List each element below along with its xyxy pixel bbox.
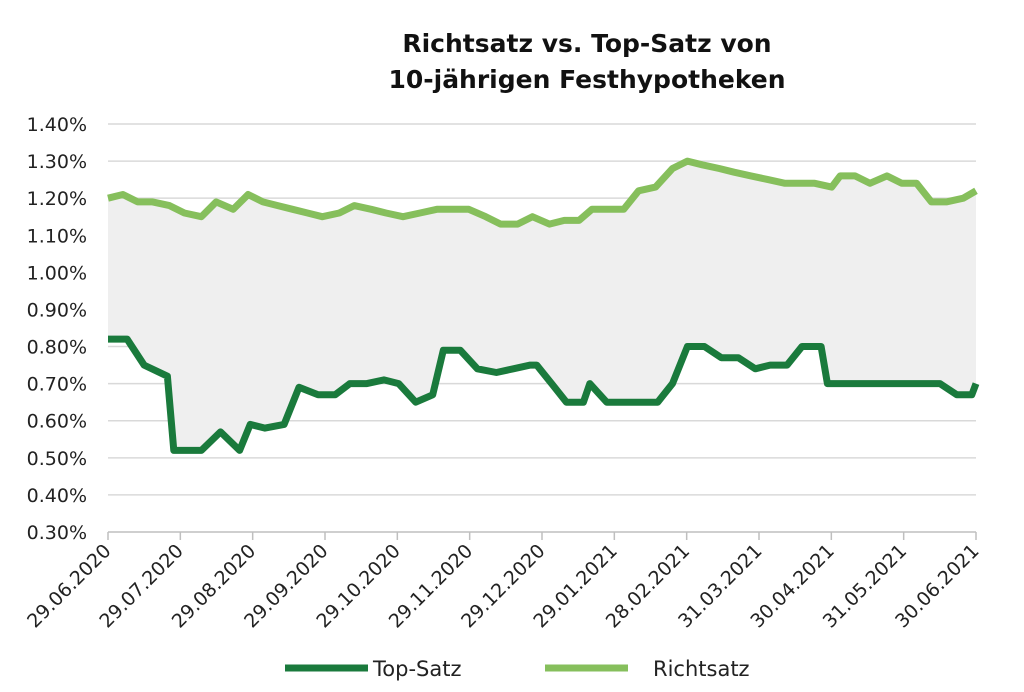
series-line-richtsatz	[107, 157, 978, 228]
y-tick-label: 0.70%	[27, 374, 87, 396]
y-tick-label: 0.90%	[27, 299, 87, 321]
legend: Top-Satz Richtsatz	[285, 657, 750, 681]
chart-title-line-2: 10-jährigen Festhypotheken	[388, 65, 785, 94]
y-tick-label: 1.10%	[27, 225, 87, 247]
y-tick-label: 1.40%	[27, 114, 87, 136]
series-line-top-satz	[108, 335, 980, 454]
y-tick-label: 1.00%	[27, 262, 87, 284]
chart-title-line-1: Richtsatz vs. Top-Satz von	[402, 29, 771, 58]
legend-label: Richtsatz	[653, 657, 750, 681]
y-tick-label: 0.80%	[27, 337, 87, 359]
y-tick-label: 1.30%	[27, 151, 87, 173]
y-tick-label: 0.60%	[27, 411, 87, 433]
y-tick-label: 0.30%	[27, 522, 87, 544]
y-tick-label: 1.20%	[27, 188, 87, 210]
shaded-area	[108, 161, 976, 451]
y-tick-label: 0.50%	[27, 448, 87, 470]
plot-area: 0.30% 0.40% 0.50% 0.60% 0.70% 0.80% 0.90% 1.00%…	[23, 114, 983, 632]
y-tick-label: 0.40%	[27, 485, 87, 507]
legend-label: Top-Satz	[372, 657, 461, 681]
